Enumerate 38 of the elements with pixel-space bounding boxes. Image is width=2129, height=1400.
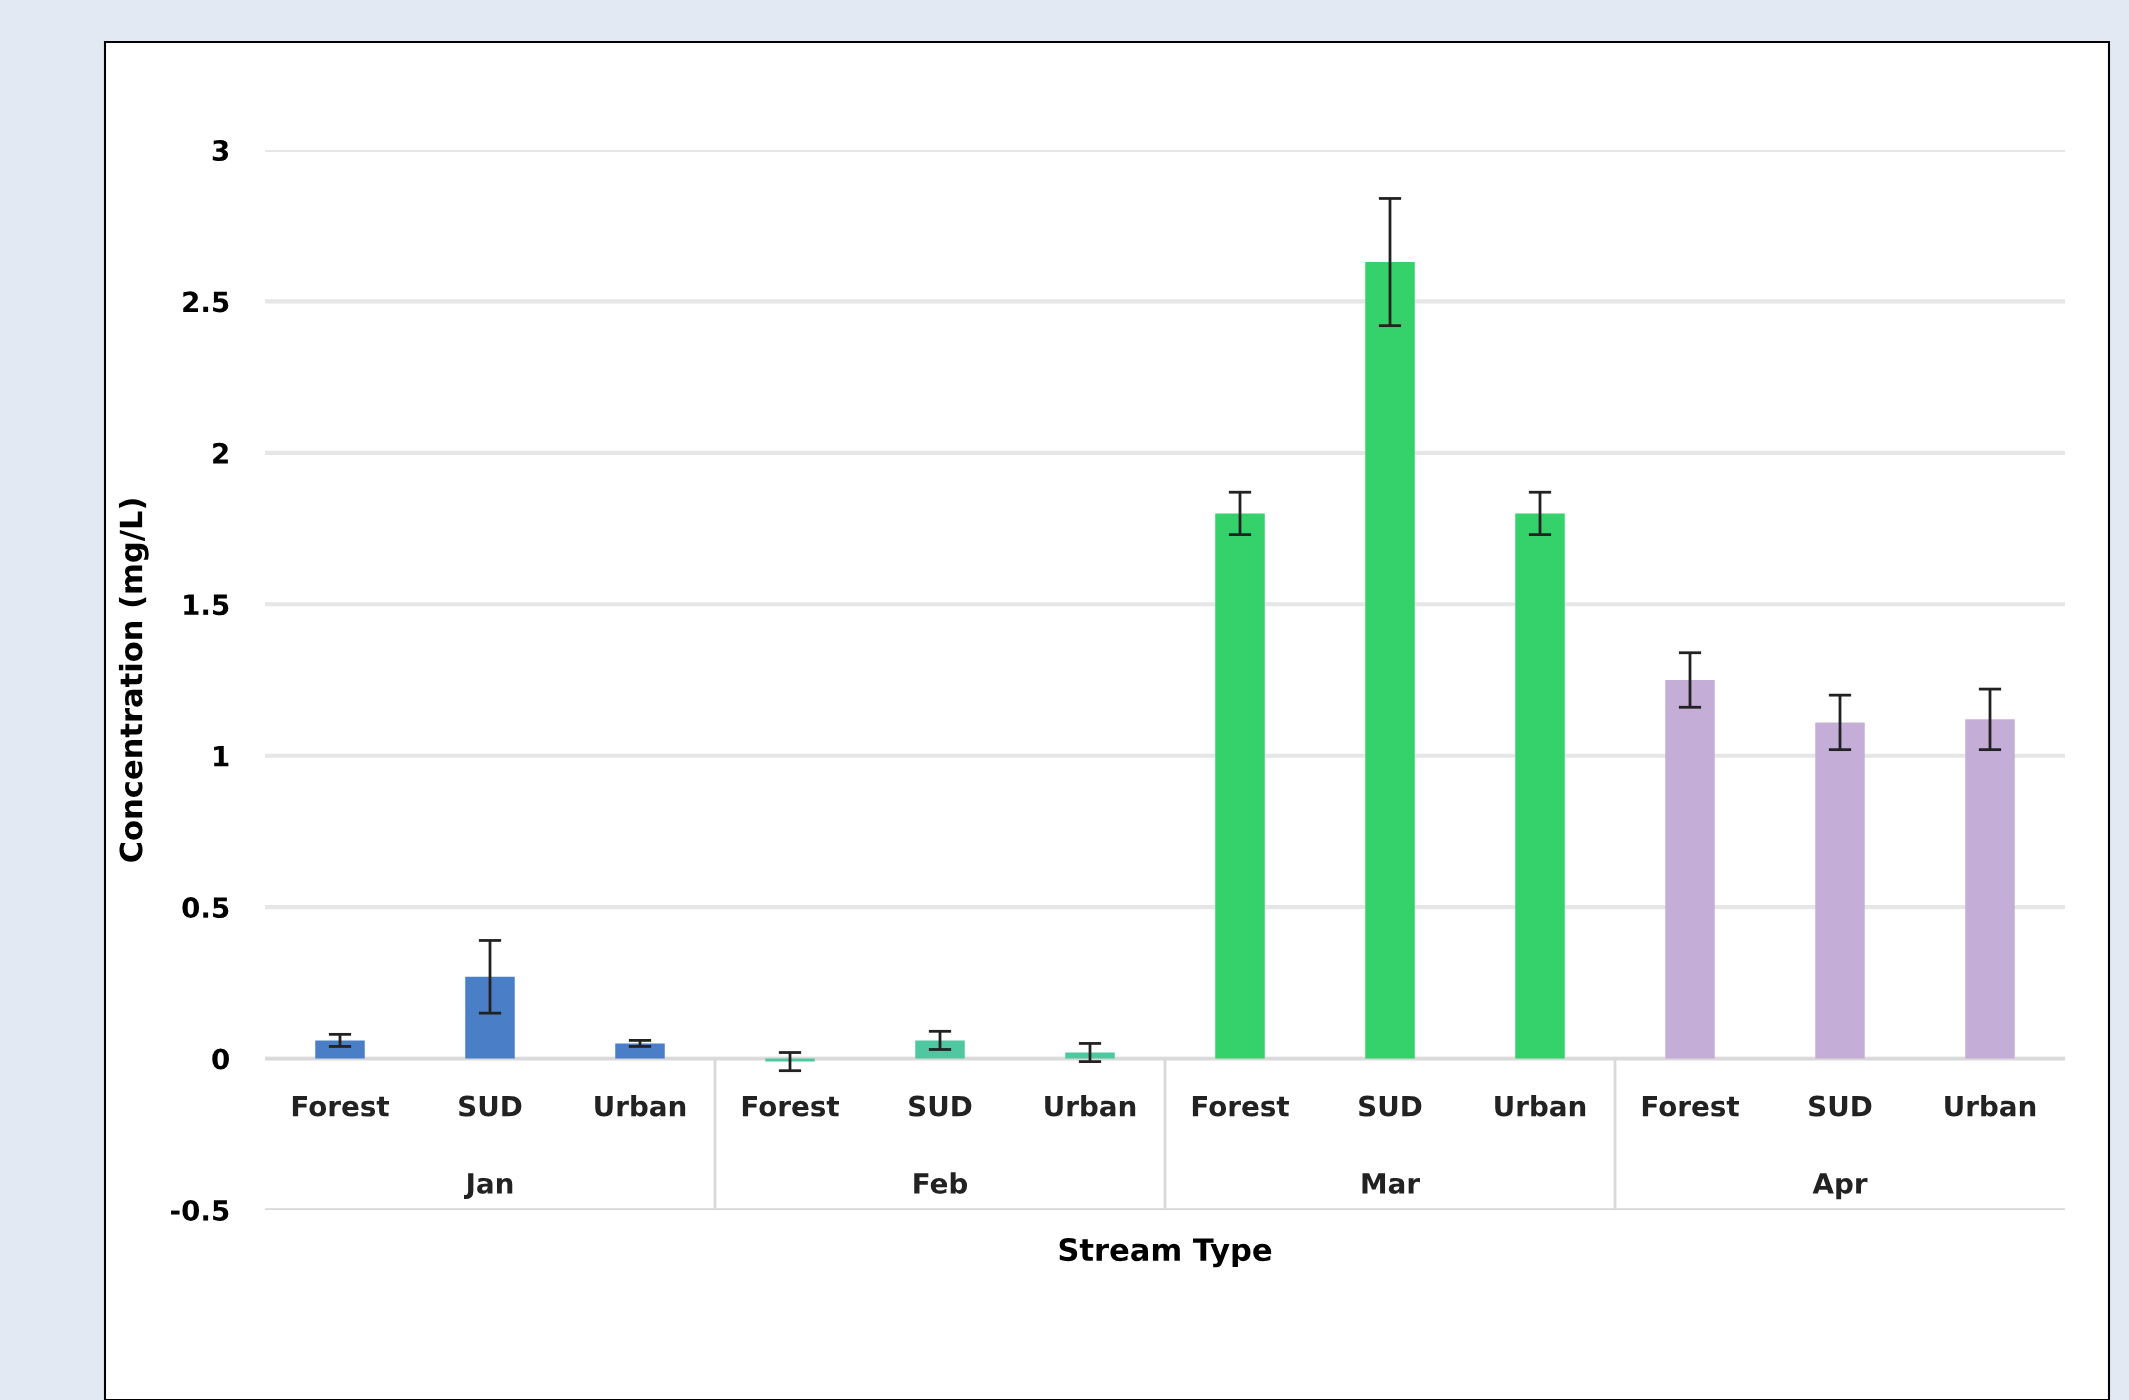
x-tick-label: SUD bbox=[909, 1095, 972, 1117]
bar bbox=[1065, 1052, 1115, 1059]
y-tick-label: -0.5 bbox=[171, 1199, 229, 1221]
x-tick-label: Urban bbox=[1945, 1095, 2036, 1117]
annotation: Jan bbox=[464, 1173, 513, 1199]
x-tick-label: Urban bbox=[1495, 1095, 1586, 1117]
y-tick-label: 1 bbox=[214, 746, 229, 767]
y-axis-title: Concentration (mg/L) bbox=[118, 499, 149, 862]
annotation: Feb bbox=[914, 1172, 968, 1194]
bar bbox=[915, 1040, 965, 1059]
x-tick-label: SUD bbox=[1359, 1095, 1422, 1117]
x-tick-label: Forest bbox=[1642, 1095, 1740, 1117]
x-tick-label: Forest bbox=[1192, 1095, 1290, 1117]
y-tick-label: 0.5 bbox=[182, 897, 229, 919]
y-tick-label: 2.5 bbox=[183, 291, 229, 313]
y-tick-label: 1.5 bbox=[184, 594, 229, 616]
x-tick-label: Urban bbox=[595, 1095, 686, 1117]
x-tick-label: SUD bbox=[1809, 1095, 1872, 1117]
bar bbox=[315, 1040, 365, 1059]
y-tick-label: 0 bbox=[212, 1048, 229, 1070]
bar bbox=[465, 976, 515, 1059]
bar bbox=[1965, 719, 2015, 1059]
bar bbox=[765, 1058, 815, 1062]
x-tick-label: Forest bbox=[742, 1095, 840, 1117]
bar bbox=[1365, 262, 1415, 1059]
y-tick-label: 2 bbox=[213, 442, 228, 464]
bar bbox=[1815, 722, 1865, 1059]
y-tick-label: 3 bbox=[212, 139, 229, 161]
x-tick-label: Forest bbox=[292, 1095, 390, 1117]
annotation: Apr bbox=[1812, 1173, 1868, 1200]
x-axis-title: Stream Type bbox=[1059, 1238, 1272, 1268]
annotation: Mar bbox=[1362, 1173, 1420, 1194]
bar bbox=[1215, 513, 1265, 1059]
x-tick-label: Urban bbox=[1045, 1095, 1136, 1117]
bar bbox=[615, 1043, 665, 1059]
bar bbox=[1665, 680, 1715, 1059]
x-tick-label: SUD bbox=[459, 1095, 522, 1117]
bar bbox=[1515, 513, 1565, 1059]
